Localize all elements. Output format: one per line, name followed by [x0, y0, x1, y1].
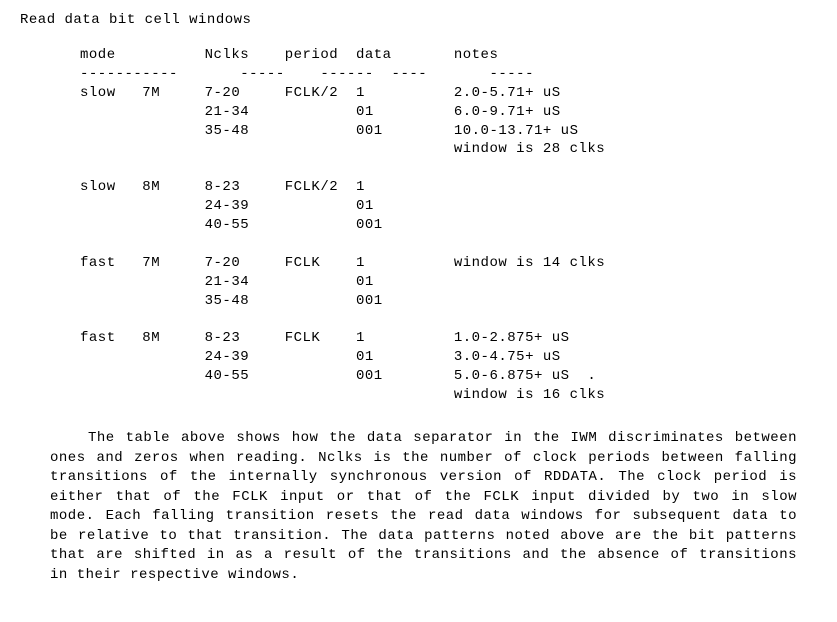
data-table: mode Nclks period data notes -----------…	[80, 46, 817, 405]
page-title: Read data bit cell windows	[20, 12, 817, 28]
description-paragraph: The table above shows how the data separ…	[50, 429, 797, 586]
